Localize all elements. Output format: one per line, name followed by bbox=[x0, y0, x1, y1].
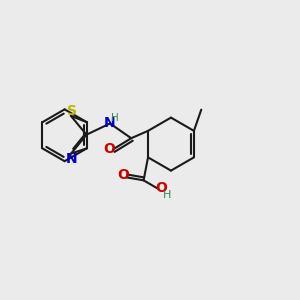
Text: N: N bbox=[103, 116, 115, 130]
Text: H: H bbox=[162, 190, 171, 200]
Text: S: S bbox=[67, 104, 77, 118]
Text: O: O bbox=[103, 142, 115, 156]
Text: O: O bbox=[118, 168, 130, 182]
Text: N: N bbox=[66, 152, 78, 166]
Text: O: O bbox=[155, 181, 167, 195]
Text: H: H bbox=[111, 113, 118, 123]
